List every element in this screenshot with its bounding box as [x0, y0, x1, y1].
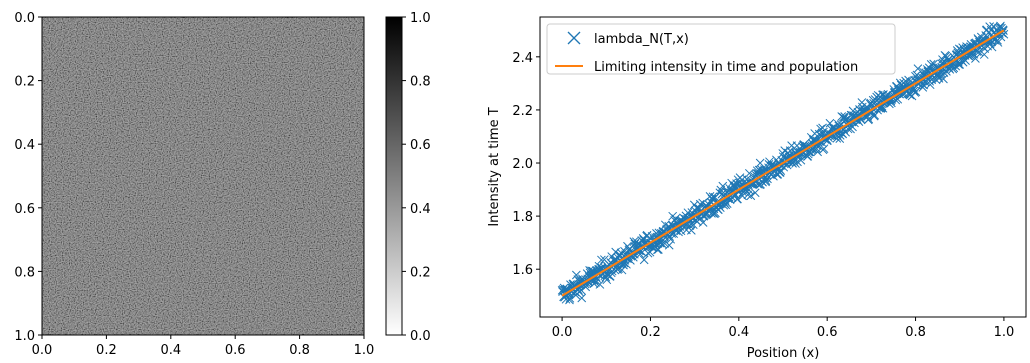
- scatter-point: [629, 237, 639, 246]
- scatter-x-tick-label: 0.2: [640, 325, 661, 340]
- scatter-point: [708, 192, 718, 202]
- x-axis-label: Position (x): [747, 346, 820, 361]
- scatter-point: [707, 209, 716, 218]
- heatmap-y-tick-label: 1.0: [14, 329, 35, 344]
- scatter-point: [619, 260, 628, 270]
- scatter-point: [660, 239, 670, 248]
- scatter-x-ticks: 0.0 0.2 0.4 0.6 0.8 1.0: [552, 317, 1015, 340]
- colorbar-gradient: [385, 16, 403, 336]
- legend-marker-x-icon: [567, 31, 581, 45]
- scatter-x-tick-label: 1.0: [994, 325, 1015, 340]
- heatmap-x-tick-label: 0.8: [289, 343, 310, 358]
- scatter-x-tick-label: 0.4: [728, 325, 749, 340]
- colorbar-ticks: 0.0 0.2 0.4 0.6 0.8 1.0: [402, 11, 431, 344]
- heatmap-y-tick-label: 0.0: [14, 11, 35, 26]
- scatter-point: [688, 220, 698, 230]
- colorbar-tick-label: 0.6: [410, 138, 431, 153]
- scatter-point: [645, 247, 655, 257]
- scatter-x-tick-label: 0.6: [817, 325, 838, 340]
- scatter-y-ticks: 1.6 1.8 2.0 2.2 2.4: [512, 51, 540, 278]
- scatter-x-tick-label: 0.0: [552, 325, 573, 340]
- colorbar-tick-label: 1.0: [410, 11, 431, 26]
- scatter-point: [639, 255, 649, 265]
- scatter-point: [577, 293, 587, 303]
- scatter-y-tick-label: 1.8: [512, 210, 533, 225]
- scatter-point: [605, 271, 615, 281]
- legend-label-line: Limiting intensity in time and populatio…: [594, 60, 858, 75]
- scatter-point: [819, 144, 829, 154]
- legend-box: [546, 23, 896, 75]
- scatter-panel: 0.0 0.2 0.4 0.6 0.8 1.0 1.6 1.8 2.0 2.2 2.4 Posit…: [487, 16, 1027, 361]
- scatter-point: [674, 227, 683, 237]
- scatter-point: [595, 280, 605, 289]
- heatmap-y-ticks: 0.0 0.2 0.4 0.6 0.8 1.0: [14, 11, 42, 344]
- scatter-point: [785, 146, 795, 155]
- scatter-point: [971, 54, 980, 63]
- heatmap-frame: [41, 16, 365, 336]
- scatter-point: [763, 174, 772, 184]
- scatter-point: [695, 199, 705, 209]
- scatter-point: [686, 226, 696, 235]
- scatter-point: [664, 240, 674, 250]
- heatmap-x-tick-label: 1.0: [354, 343, 375, 358]
- colorbar-tick-label: 0.0: [410, 329, 431, 344]
- scatter-point: [864, 114, 874, 124]
- scatter-point: [913, 64, 923, 73]
- scatter-point: [617, 265, 627, 275]
- scatter-point: [961, 56, 970, 65]
- colorbar-tick-label: 0.8: [410, 75, 431, 90]
- scatter-point: [755, 158, 765, 168]
- scatter-points: [557, 21, 1009, 305]
- scatter-point: [744, 185, 754, 195]
- colorbar-tick-label: 0.4: [410, 202, 431, 217]
- heatmap-x-ticks: 0.0 0.2 0.4 0.6 0.8 1.0: [32, 335, 375, 358]
- scatter-point: [987, 42, 997, 52]
- scatter-point: [996, 21, 1005, 31]
- scatter-y-tick-label: 2.4: [512, 51, 533, 66]
- scatter-y-tick-label: 2.2: [512, 104, 533, 119]
- heatmap-noise: [42, 17, 364, 335]
- legend-label-scatter: lambda_N(T,x): [594, 32, 689, 47]
- scatter-point: [925, 80, 935, 90]
- scatter-point: [870, 110, 880, 120]
- scatter-point: [911, 87, 921, 97]
- heatmap-panel: 0.0 0.2 0.4 0.6 0.8 1.0 0.0 0.2 0.4 0.6 0.8 1.0: [14, 11, 374, 358]
- scatter-point: [746, 191, 756, 201]
- legend: lambda_N(T,x) Limiting intensity in time…: [546, 23, 896, 75]
- scatter-point: [750, 188, 760, 198]
- heatmap-y-tick-label: 0.4: [14, 138, 35, 153]
- scatter-frame: [539, 16, 1027, 318]
- heatmap-x-tick-label: 0.6: [225, 343, 246, 358]
- heatmap-y-tick-label: 0.8: [14, 265, 35, 280]
- scatter-point: [753, 179, 763, 189]
- limiting-intensity-line: [561, 29, 1005, 297]
- scatter-point: [974, 47, 984, 57]
- scatter-point: [718, 181, 728, 191]
- heatmap-y-tick-label: 0.6: [14, 202, 35, 217]
- colorbar-tick-label: 0.2: [410, 265, 431, 280]
- scatter-point: [657, 239, 667, 249]
- scatter-y-tick-label: 2.0: [512, 157, 533, 172]
- scatter-y-tick-label: 1.6: [512, 263, 533, 278]
- scatter-point: [565, 295, 574, 305]
- heatmap-x-tick-label: 0.2: [96, 343, 117, 358]
- heatmap-x-tick-label: 0.0: [32, 343, 53, 358]
- scatter-point: [918, 82, 928, 92]
- y-axis-label: Intensity at time T: [487, 107, 502, 226]
- scatter-point: [993, 38, 1003, 47]
- colorbar: 0.0 0.2 0.4 0.6 0.8 1.0: [385, 11, 431, 344]
- heatmap-x-tick-label: 0.4: [160, 343, 181, 358]
- scatter-point: [954, 60, 964, 69]
- heatmap-y-tick-label: 0.2: [14, 75, 35, 90]
- scatter-x-tick-label: 0.8: [905, 325, 926, 340]
- scatter-point: [733, 194, 742, 204]
